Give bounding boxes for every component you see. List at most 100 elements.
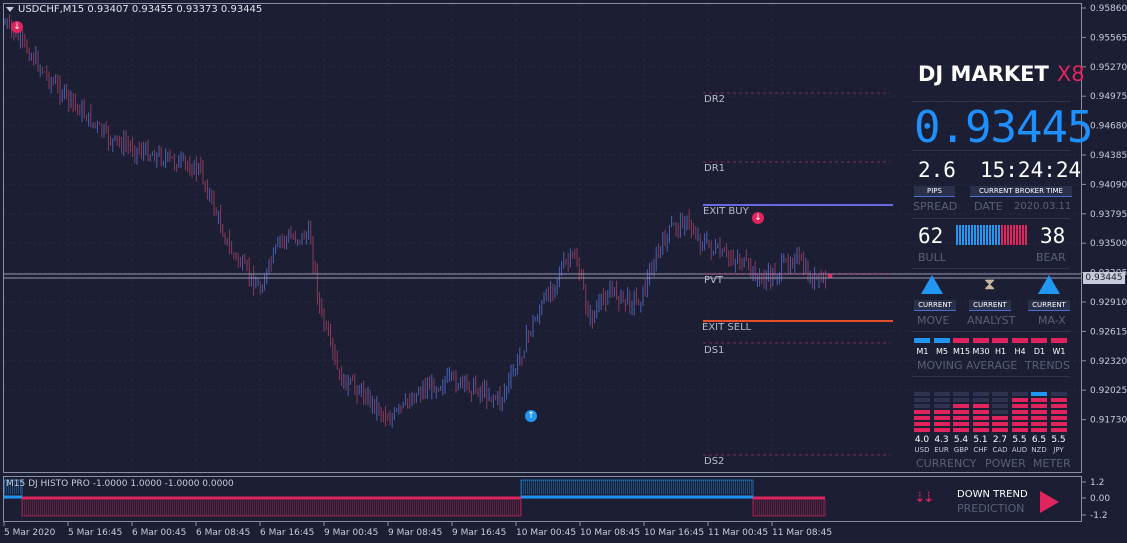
level-ds1: DS1 xyxy=(704,345,725,356)
currency-name: AUD xyxy=(1011,446,1028,454)
meter-cell xyxy=(1011,410,1028,414)
ma-trend-bar xyxy=(953,338,969,343)
meter-cell xyxy=(1050,404,1067,408)
price-tick-label: 0.94385 xyxy=(1090,151,1127,161)
meter-cell xyxy=(992,422,1008,426)
currency-names: USD EUR GBP CHF CAD AUD NZD JPY xyxy=(912,446,1070,456)
meter-cell xyxy=(953,428,969,432)
price-tick-label: 0.94680 xyxy=(1090,122,1127,132)
meter-cell xyxy=(953,410,969,414)
price-tick-label: 0.92025 xyxy=(1090,386,1127,396)
price-tick-label: 0.92320 xyxy=(1090,357,1127,367)
meter-cell xyxy=(1011,404,1028,408)
meter-cell xyxy=(914,392,930,396)
currency-name: EUR xyxy=(934,446,949,454)
play-arrow-icon xyxy=(1040,491,1059,513)
ma-trend-bars xyxy=(914,338,1070,344)
currency-value: 6.5 xyxy=(1031,435,1047,445)
meter-label-power: POWER xyxy=(985,457,1026,470)
currency-value: 5.4 xyxy=(953,435,969,445)
bull-segment xyxy=(962,225,964,245)
meter-cell xyxy=(972,404,989,408)
level-lines xyxy=(4,92,1081,456)
last-price-dot xyxy=(827,273,833,279)
level-pvt: PVT xyxy=(704,275,723,286)
price-tick-label: 0.95860 xyxy=(1090,4,1127,14)
meter-cell xyxy=(914,398,930,402)
ma-label-moving: MOVING xyxy=(917,359,963,372)
meter-cell xyxy=(972,398,989,402)
bear-segment xyxy=(1007,225,1009,245)
date-value: 2020.03.11 xyxy=(1014,201,1072,212)
chart-frame xyxy=(3,3,1082,473)
spread-value: 2.6 xyxy=(918,158,956,182)
logo-text: DJ MARKET xyxy=(918,62,1049,86)
move-up-arrow-icon xyxy=(921,275,943,294)
logo: DJ MARKET X8 xyxy=(918,62,1085,86)
broker-time-value: 15:24:24 xyxy=(980,158,1082,182)
bear-segment xyxy=(1013,225,1015,245)
meter-cell xyxy=(972,410,989,414)
analyst-tag: CURRENT xyxy=(969,300,1011,311)
current-price: 0.93445 xyxy=(914,102,1093,153)
histo-frame xyxy=(520,479,754,498)
meter-cell xyxy=(933,398,950,402)
meter-cell xyxy=(972,422,989,426)
bull-segment xyxy=(998,225,1000,245)
meter-cell xyxy=(1031,422,1047,426)
meter-cell xyxy=(933,392,950,396)
indicator-title: M15 DJ HISTO PRO -1.0000 1.0000 -1.0000 … xyxy=(6,479,234,489)
meter-cell xyxy=(914,416,930,420)
meter-cell xyxy=(914,404,930,408)
meter-cell xyxy=(1031,416,1047,420)
bull-segment xyxy=(995,225,997,245)
time-tick-label: 11 Mar 08:45 xyxy=(772,528,832,538)
level-exit-sell: EXIT SELL xyxy=(702,322,752,333)
time-tick-label: 5 Mar 16:45 xyxy=(68,528,122,538)
level-exit-buy: EXIT BUY xyxy=(703,206,749,217)
price-tick-label: 0.94090 xyxy=(1090,180,1127,190)
bull-label: BULL xyxy=(918,251,946,264)
meter-cell xyxy=(1050,422,1067,426)
meter-cell xyxy=(1031,404,1047,408)
time-tick-label: 5 Mar 2020 xyxy=(4,528,56,538)
meter-cell xyxy=(933,422,950,426)
ma-timeframe-label: W1 xyxy=(1052,347,1066,356)
divider xyxy=(912,101,1070,102)
max-up-arrow-icon xyxy=(1038,275,1060,294)
meter-cell xyxy=(1031,392,1047,396)
ma-trend-bar xyxy=(933,338,950,343)
exit-buy-arrow-icon: ↓ xyxy=(752,212,764,224)
spread-label: SPREAD xyxy=(913,200,958,213)
meter-cell xyxy=(1050,410,1067,414)
divider xyxy=(912,150,1070,151)
price-tick-label: 0.93795 xyxy=(1090,210,1127,220)
bear-segment xyxy=(1022,225,1024,245)
meter-cell xyxy=(914,410,930,414)
bear-value: 38 xyxy=(1040,224,1066,248)
time-tick-label: 6 Mar 00:45 xyxy=(132,528,186,538)
time-tick-label: 9 Mar 16:45 xyxy=(452,528,506,538)
currency-name: GBP xyxy=(953,446,969,454)
prediction-line-1: DOWN TREND xyxy=(957,489,1028,500)
bear-segment xyxy=(1010,225,1012,245)
bear-label: BEAR xyxy=(1036,251,1066,264)
time-tick-label: 10 Mar 00:45 xyxy=(516,528,576,538)
divider xyxy=(912,331,1070,332)
ma-timeframe-label: H4 xyxy=(1014,347,1026,356)
meter-cell xyxy=(1050,398,1067,402)
histo-frame xyxy=(752,498,826,517)
currency-value: 4.0 xyxy=(914,435,930,445)
currency-value: 2.7 xyxy=(992,435,1008,445)
ma-timeframe-label: D1 xyxy=(1033,347,1046,356)
meter-cell xyxy=(1011,392,1028,396)
indicator-tick-label: -1.2 xyxy=(1090,511,1108,521)
ma-timeframe-label: M15 xyxy=(952,347,971,356)
time-tick-label: 10 Mar 08:45 xyxy=(580,528,640,538)
hourglass-icon: ⧗ xyxy=(984,274,996,293)
chart-menu-icon[interactable] xyxy=(6,6,14,12)
meter-cell xyxy=(1050,428,1067,432)
spread-unit: PIPS xyxy=(914,186,955,197)
meter-cell xyxy=(1031,428,1047,432)
